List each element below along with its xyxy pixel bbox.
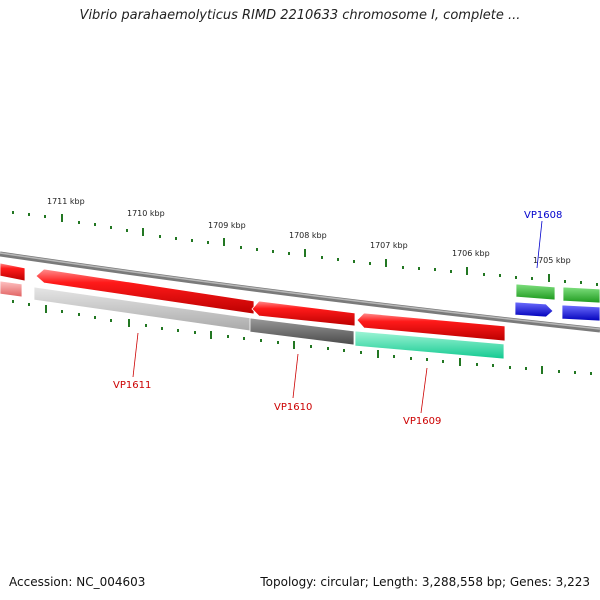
gene-right-green[interactable] <box>562 286 600 304</box>
scale-label-1707: 1707 kbp <box>370 241 408 250</box>
feature-track-colors <box>0 280 600 360</box>
block-vp1609-aqua <box>354 330 505 360</box>
gene-arrow-blue-plus[interactable] <box>514 301 554 318</box>
topology-text: Topology: circular; Length: 3,288,558 bp… <box>260 575 590 589</box>
gene-label-vp1611[interactable]: VP1611 <box>113 380 151 391</box>
gene-label-vp1608[interactable]: VP1608 <box>524 210 562 221</box>
leader-vp1608 <box>536 220 543 269</box>
scale-label-1710: 1710 kbp <box>127 209 165 218</box>
gene-arrow-vp1610[interactable] <box>251 300 356 327</box>
scale-label-1708: 1708 kbp <box>289 231 327 240</box>
scale-label-1705: 1705 kbp <box>533 256 571 265</box>
gene-vp1608-green[interactable] <box>515 283 556 301</box>
block-vp1610-darkgray <box>249 317 355 346</box>
gene-arrow-partial-left[interactable] <box>0 262 26 282</box>
gene-label-vp1609[interactable]: VP1609 <box>403 416 441 427</box>
gene-label-vp1610[interactable]: VP1610 <box>274 402 312 413</box>
scale-label-1711: 1711 kbp <box>47 197 85 206</box>
scale-label-1706: 1706 kbp <box>452 249 490 258</box>
accession-text: Accession: NC_004603 <box>9 575 146 589</box>
gene-arrow-vp1609[interactable] <box>356 312 506 342</box>
map-title: Vibrio parahaemolyticus RIMD 2210633 chr… <box>79 8 521 23</box>
inner-tick-ring <box>12 300 592 375</box>
genome-backbone <box>0 251 600 333</box>
gene-arrow-blue-right[interactable] <box>561 304 600 322</box>
outer-tick-ring <box>12 211 598 286</box>
block-partial-left-pink <box>0 280 23 298</box>
scale-label-1709: 1709 kbp <box>208 221 246 230</box>
leader-vp1610 <box>292 353 299 399</box>
gene-leader-lines <box>132 220 543 414</box>
genome-backbone-highlight <box>0 252 600 330</box>
leader-vp1611 <box>132 332 139 378</box>
feature-track-genes <box>0 262 600 342</box>
leader-vp1609 <box>420 367 428 414</box>
